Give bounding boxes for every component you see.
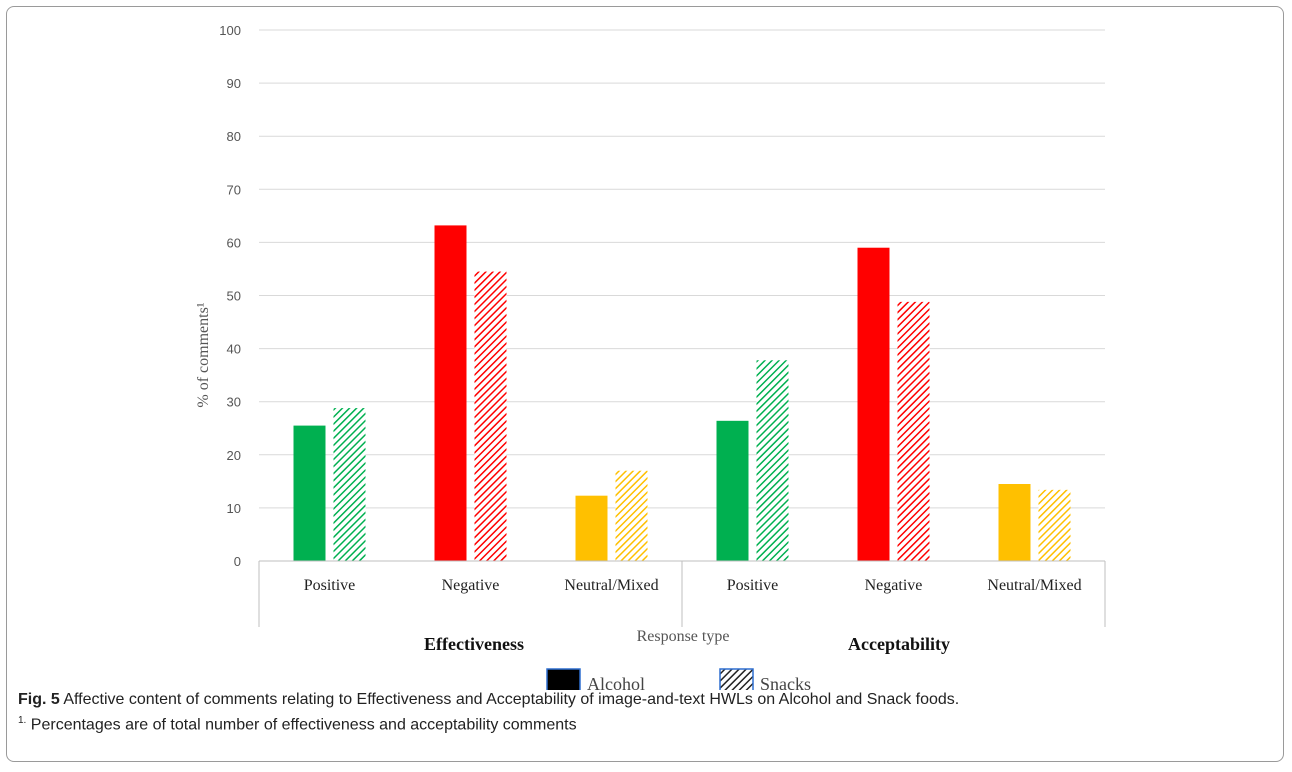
legend-swatch-snacks — [719, 668, 754, 690]
bar-alcohol-5 — [857, 247, 890, 561]
footnote-text: Percentages are of total number of effec… — [26, 716, 577, 734]
legend-swatch-alcohol — [546, 668, 581, 690]
y-tick-label: 90 — [227, 76, 241, 91]
bar-alcohol-6 — [998, 484, 1031, 561]
x-axis-label: Response type — [637, 628, 730, 645]
axes — [258, 560, 1106, 627]
bar-snacks-3 — [615, 470, 648, 561]
y-axis-label: % of comments¹ — [195, 302, 212, 407]
bar-snacks-1 — [333, 408, 366, 561]
figure-label: Fig. 5 — [18, 691, 60, 708]
y-tick-label: 80 — [227, 129, 241, 144]
x-tick-label: Positive — [727, 577, 779, 594]
legend: Alcohol Snacks — [546, 668, 811, 690]
bars — [293, 225, 1071, 561]
y-tick-label: 60 — [227, 235, 241, 250]
y-tick-label: 100 — [219, 23, 241, 38]
bar-snacks-6 — [1038, 489, 1071, 561]
group-label-acceptability: Acceptability — [848, 634, 950, 654]
x-tick-label: Negative — [442, 577, 500, 594]
y-tick-labels: 0 10 20 30 40 50 60 70 80 90 100 — [219, 23, 241, 569]
x-tick-label: Neutral/Mixed — [987, 577, 1081, 594]
y-tick-label: 0 — [234, 554, 241, 569]
grid-lines — [259, 29, 1105, 562]
x-tick-label: Neutral/Mixed — [564, 577, 658, 594]
x-tick-label: Positive — [304, 577, 356, 594]
legend-label-snacks: Snacks — [760, 674, 811, 690]
figure-frame — [6, 6, 1284, 762]
bar-snacks-2 — [474, 271, 507, 561]
legend-label-alcohol: Alcohol — [587, 674, 645, 690]
bar-alcohol-2 — [434, 225, 467, 561]
y-tick-label: 30 — [227, 395, 241, 410]
bar-snacks-4 — [756, 360, 789, 561]
bar-snacks-5 — [897, 301, 930, 561]
bar-chart: 0 10 20 30 40 50 60 70 80 90 100 Positive Negative N… — [195, 23, 1106, 690]
y-tick-label: 10 — [227, 501, 241, 516]
footnote-mark: 1. — [18, 715, 27, 726]
x-tick-labels: Positive Negative Neutral/Mixed Positive Neg… — [304, 577, 1082, 594]
y-tick-label: 40 — [227, 342, 241, 357]
bar-alcohol-1 — [293, 425, 326, 561]
y-tick-label: 50 — [227, 289, 241, 304]
y-tick-label: 20 — [227, 448, 241, 463]
figure-caption: Fig. 5 Affective content of comments rel… — [18, 689, 1268, 711]
y-tick-label: 70 — [227, 182, 241, 197]
group-label-effectiveness: Effectiveness — [424, 634, 524, 654]
x-tick-label: Negative — [865, 577, 923, 594]
caption-text: Affective content of comments relating t… — [59, 691, 960, 708]
bar-alcohol-3 — [575, 495, 608, 561]
figure-footnote: 1. Percentages are of total number of ef… — [18, 715, 577, 734]
bar-alcohol-4 — [716, 420, 749, 561]
